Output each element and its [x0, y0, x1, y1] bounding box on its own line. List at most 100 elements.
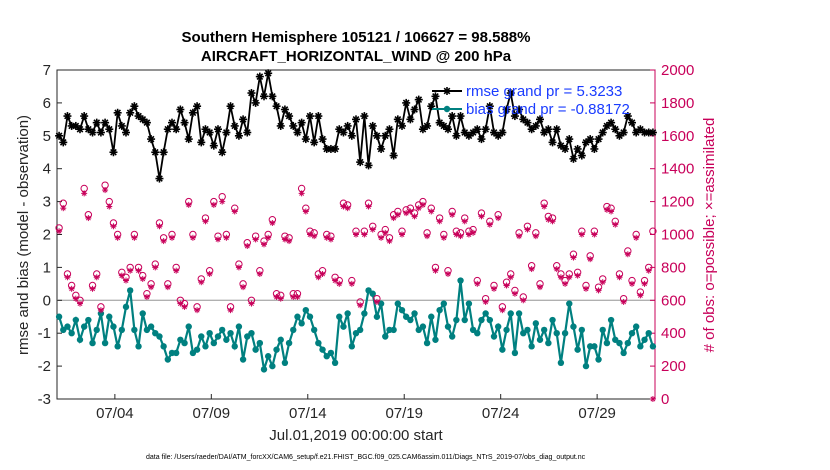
bias-point [348, 343, 356, 350]
bias-point [394, 300, 402, 307]
bias-point [181, 339, 188, 347]
assimilated-point [114, 234, 121, 241]
assimilated-point [336, 280, 343, 287]
rmse-point [536, 115, 544, 124]
assimilated-point [503, 282, 510, 289]
assimilated-point [436, 218, 443, 225]
rmse-point [301, 135, 310, 144]
rmse-point [188, 108, 197, 117]
assimilated-point [194, 307, 201, 314]
rmse-point [423, 121, 432, 130]
x-tick-label: 07/14 [289, 405, 327, 422]
rmse-point [347, 131, 356, 140]
rmse-point [594, 135, 603, 144]
bias-point [536, 336, 544, 343]
rmse-point [494, 131, 503, 140]
bias-point [482, 310, 489, 317]
bias-point [172, 349, 180, 357]
assimilated-point [532, 233, 539, 240]
rmse-point [92, 118, 101, 127]
assimilated-point [202, 218, 209, 225]
right-tick-label: 1400 [661, 161, 694, 178]
bias-point [478, 316, 485, 324]
assimilated-point [591, 231, 598, 238]
bias-point [369, 290, 376, 297]
bias-point [55, 313, 63, 320]
assimilated-point [181, 303, 188, 310]
bias-point [227, 330, 234, 337]
left-tick-label: 4 [43, 161, 51, 178]
rmse-point [117, 121, 126, 130]
assimilated-point [261, 241, 267, 248]
bias-point [89, 339, 96, 347]
right-tick-label: 2000 [661, 62, 694, 79]
assimilated-point [553, 266, 560, 273]
chart-title-line2: AIRCRAFT_HORIZONTAL_WIND @ 200 hPa [201, 48, 512, 65]
assimilated-point [353, 231, 359, 238]
bias-point [637, 343, 644, 350]
rmse-point [389, 151, 398, 160]
x-tick-label: 07/29 [578, 405, 616, 422]
assimilated-point [365, 203, 372, 210]
assimilated-point [327, 236, 334, 243]
assimilated-point [185, 201, 192, 208]
bias-point [198, 333, 205, 340]
bias-point [540, 326, 548, 334]
bias-point [269, 362, 276, 370]
bias-point [336, 313, 343, 320]
rmse-point [452, 131, 461, 140]
rmse-point [439, 121, 448, 130]
bias-point [474, 330, 481, 337]
bias-point [578, 326, 586, 334]
assimilated-point [248, 300, 255, 307]
bias-point [139, 310, 146, 317]
bias-point [566, 300, 573, 307]
rmse-point [339, 128, 348, 137]
rmse-point [485, 102, 494, 111]
bias-point [407, 316, 414, 324]
bias-point [574, 346, 581, 353]
assimilated-point [189, 234, 196, 241]
rmse-point [109, 148, 118, 157]
rmse-point [76, 125, 84, 134]
assimilated-point [348, 280, 355, 287]
assimilated-point [620, 298, 627, 305]
bias-point [599, 326, 606, 334]
bias-point [147, 323, 155, 330]
bias-point [327, 349, 335, 357]
rmse-point [372, 131, 381, 140]
rmse-point [197, 138, 206, 147]
assimilated-point [616, 274, 623, 281]
assimilated-point [85, 215, 92, 222]
rmse-point [377, 144, 386, 153]
left-tick-label: 5 [43, 128, 51, 145]
legend-marker [443, 105, 451, 113]
assimilated-point [424, 233, 431, 240]
rmse-point [147, 135, 156, 144]
bias-line [58, 280, 654, 370]
bias-point [632, 323, 640, 330]
rmse-point [260, 92, 268, 101]
rmse-point [544, 125, 553, 134]
assimilated-point [570, 254, 577, 261]
bias-point [193, 346, 201, 353]
rmse-point [531, 121, 540, 130]
bias-point [298, 320, 305, 327]
rmse-point [172, 125, 181, 134]
assimilated-point [595, 287, 602, 294]
assimilated-point [415, 205, 422, 212]
assimilated-point [252, 236, 259, 243]
rmse-point [209, 141, 218, 150]
assimilated-point [390, 215, 397, 222]
assimilated-point [407, 208, 414, 215]
rmse-point [176, 105, 185, 114]
bias-point [507, 310, 514, 317]
assimilated-point [298, 190, 305, 197]
rmse-point [477, 135, 486, 144]
plot-area: -3 -2 -1 0 1 2 3 4 5 6 7 0 200 400 600 800 1000 1200 1400 1… [38, 62, 695, 422]
assimilated-point [64, 274, 71, 281]
assimilated-point [332, 277, 339, 284]
assimilated-point [474, 280, 481, 287]
assimilated-point [562, 280, 569, 287]
bias-point [185, 323, 192, 330]
